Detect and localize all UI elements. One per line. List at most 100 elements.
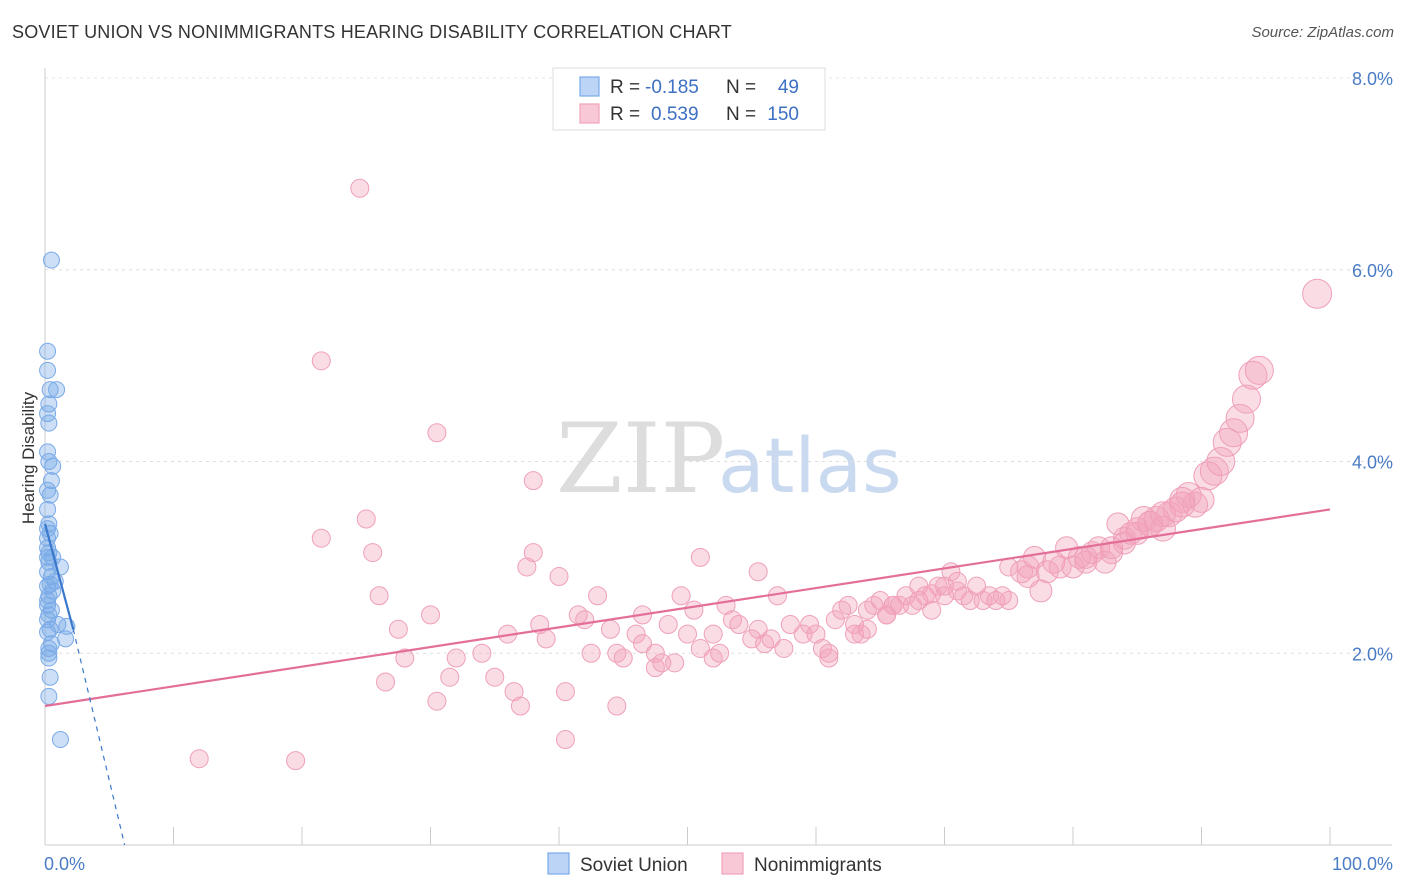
nonimmigrants-point-117	[1188, 486, 1215, 513]
y-tick-label-2: 2.0%	[1352, 644, 1393, 664]
nonimmigrants-point-122	[1219, 418, 1249, 448]
legend-r-label-soviet: R =	[610, 77, 640, 98]
nonimmigrants-point-70	[838, 595, 858, 615]
bottom-legend-swatch-nonimm	[721, 852, 744, 875]
nonimmigrants-point-28	[575, 610, 595, 630]
nonimmigrants-point-143	[992, 586, 1012, 606]
nonimmigrants-point-150	[1042, 550, 1066, 574]
nonimmigrants-point-44	[678, 624, 697, 644]
nonimmigrants-point-132	[877, 605, 897, 625]
nonimmigrants-point-147	[935, 576, 954, 596]
nonimmigrants-point-78	[883, 595, 903, 615]
bottom-legend-swatch-soviet	[547, 852, 570, 875]
nonimmigrants-point-79	[896, 586, 916, 606]
nonimmigrants-point-45	[684, 600, 704, 620]
nonimmigrants-point-63	[800, 614, 820, 634]
nonimmigrants-point-25	[555, 682, 575, 702]
soviet-union-point-43	[40, 649, 58, 667]
soviet-union-trend-line	[43, 523, 75, 630]
nonimmigrants-point-135	[1029, 579, 1053, 603]
nonimmigrants-point-13	[427, 691, 447, 711]
soviet-union-point-13	[41, 486, 59, 504]
nonimmigrants-point-60	[774, 638, 794, 658]
nonimmigrants-point-19	[510, 696, 530, 716]
soviet-union-point-1	[39, 342, 57, 360]
nonimmigrants-trend-line	[44, 508, 1331, 708]
soviet-union-trend-extension	[72, 629, 126, 846]
soviet-union-point-46	[51, 731, 69, 749]
nonimmigrants-point-58	[761, 629, 781, 649]
legend-n-soviet: 49	[778, 77, 799, 98]
axes	[44, 68, 1392, 846]
y-tick-label-8: 8.0%	[1352, 69, 1393, 89]
watermark-atlas: atlas	[718, 421, 902, 510]
soviet-union-point-48	[39, 592, 57, 610]
y-axis-label: Hearing Disability	[19, 391, 38, 524]
soviet-union-point-40	[42, 635, 60, 653]
nonimmigrants-point-61	[780, 614, 800, 634]
legend-swatch-nonimm	[579, 103, 600, 124]
bottom-legend: Soviet Union Nonimmigrants	[547, 852, 882, 876]
nonimmigrants-point-47	[690, 638, 710, 658]
nonimmigrants-point-75	[870, 591, 890, 611]
y-tick-labels: 2.0% 4.0% 6.0% 8.0%	[1352, 69, 1393, 664]
nonimmigrants-point-26	[555, 730, 575, 750]
nonimmigrants-point-8	[388, 619, 408, 639]
nonimmigrants-point-140	[1149, 501, 1176, 528]
nonimmigrants-point-93	[1010, 560, 1034, 584]
nonimmigrants-point-53	[729, 614, 749, 634]
soviet-union-point-14	[39, 500, 57, 518]
nonimmigrants-point-127	[1302, 278, 1333, 309]
nonimmigrants-point-14	[440, 667, 460, 687]
nonimmigrants-point-152	[1100, 536, 1124, 560]
nonimmigrants-point-35	[626, 624, 646, 644]
nonimmigrants-point-7	[369, 586, 389, 606]
nonimmigrants-point-124	[1231, 384, 1261, 414]
soviet-union-point-41	[40, 639, 58, 657]
soviet-union-point-39	[57, 630, 75, 648]
nonimmigrants-point-71	[845, 614, 865, 634]
legend-n-label-nonimm: N =	[726, 104, 756, 125]
nonimmigrants-point-38	[645, 643, 665, 663]
soviet-union-point-2	[39, 361, 57, 379]
soviet-union-point-45	[40, 687, 58, 705]
watermark-zip: ZIP	[556, 403, 725, 515]
soviet-union-point-10	[44, 457, 62, 475]
nonimmigrants-point-120	[1206, 447, 1236, 476]
legend-n-label-soviet: N =	[726, 77, 756, 98]
nonimmigrants-point-21	[523, 543, 543, 563]
nonimmigrants-point-104	[1106, 512, 1130, 536]
chart-title: SOVIET UNION VS NONIMMIGRANTS HEARING DI…	[12, 22, 732, 42]
nonimmigrants-point-6	[363, 543, 383, 563]
legend-n-nonimm: 150	[767, 104, 799, 125]
nonimmigrants-point-42	[665, 653, 685, 673]
nonimmigrants-point-33	[613, 648, 633, 668]
nonimmigrants-point-141	[1169, 491, 1196, 518]
nonimmigrants-point-29	[581, 643, 601, 663]
soviet-union-point-12	[39, 481, 57, 499]
nonimmigrants-point-130	[845, 624, 865, 644]
nonimmigrants-point-88	[967, 576, 987, 596]
nonimmigrants-point-0	[350, 178, 370, 198]
nonimmigrants-point-1	[311, 351, 331, 371]
nonimmigrants-point-128	[189, 749, 209, 769]
nonimmigrants-point-5	[311, 528, 331, 548]
x-tick-labels: 0.0% 100.0%	[44, 854, 1393, 874]
nonimmigrants-point-31	[600, 619, 620, 639]
nonimmigrants-point-67	[819, 648, 839, 668]
nonimmigrants-point-129	[286, 751, 306, 771]
nonimmigrants-point-97	[1048, 555, 1072, 579]
nonimmigrants-point-15	[376, 672, 396, 692]
nonimmigrants-point-68	[825, 610, 845, 630]
legend-swatch-soviet	[579, 76, 600, 97]
nonimmigrants-point-142	[960, 591, 980, 611]
nonimmigrants-point-4	[356, 509, 376, 529]
nonimmigrants-point-137	[1093, 550, 1117, 574]
nonimmigrants-point-84	[928, 576, 948, 596]
soviet-union-point-7	[40, 414, 58, 432]
nonimmigrants-point-136	[1061, 555, 1085, 579]
nonimmigrants-point-46	[690, 547, 710, 567]
nonimmigrants-point-144	[890, 595, 910, 615]
nonimmigrants-points	[189, 178, 1333, 771]
nonimmigrants-point-34	[607, 696, 627, 716]
